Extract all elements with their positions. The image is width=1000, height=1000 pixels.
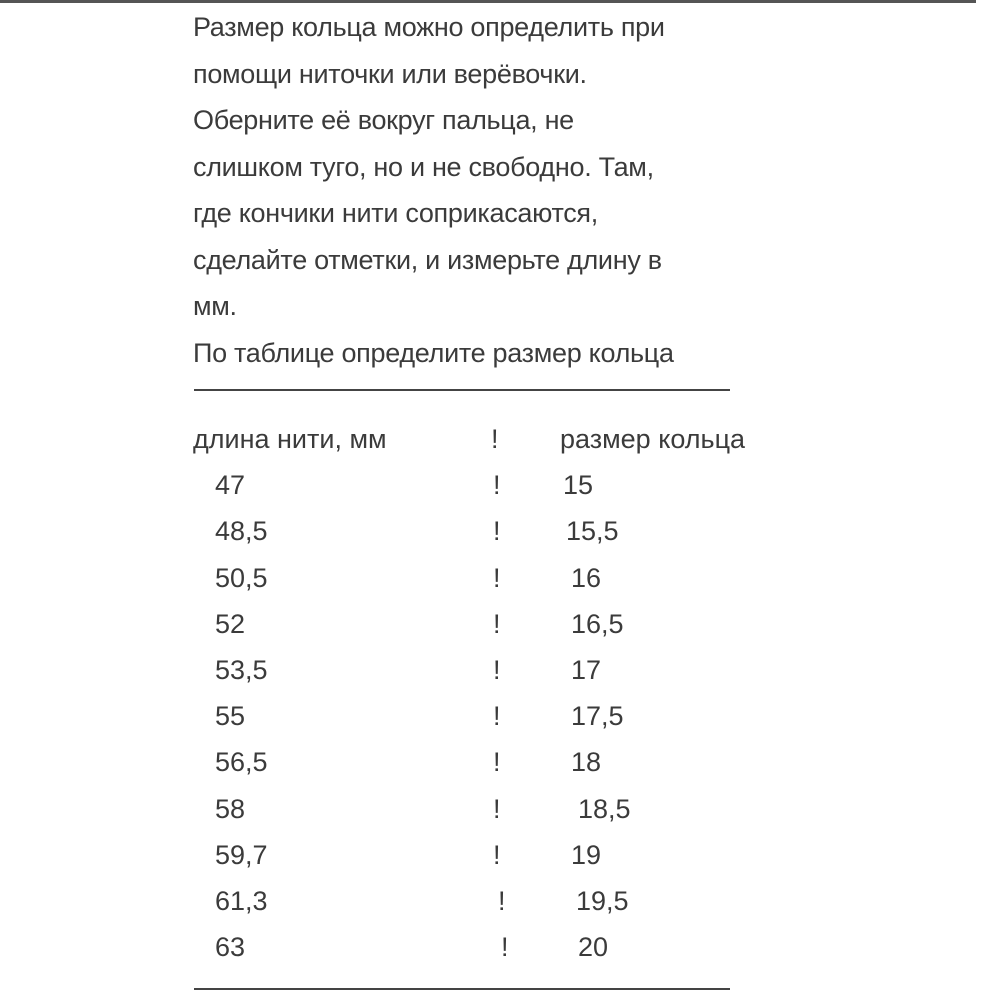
instruction-line: где кончики нити соприкасаются,: [193, 198, 598, 228]
ring-size-cell: 19,5: [576, 885, 629, 916]
ring-size-cell: 18: [571, 747, 602, 778]
ring-size-cell: 18,5: [578, 793, 631, 824]
table-bottom-rule: [194, 988, 730, 990]
instructions-text: Размер кольца можно определить при помощ…: [193, 4, 893, 376]
instruction-line: помощи ниточки или верёвочки.: [193, 58, 587, 89]
column-separator: !: [493, 516, 501, 547]
ring-size-cell: 16: [571, 562, 602, 593]
column-separator: !: [493, 562, 501, 593]
column-separator: !: [493, 793, 501, 824]
ring-size-cell: 15,5: [566, 516, 619, 547]
thread-length-cell: 61,3: [215, 885, 268, 916]
column-separator: !: [498, 885, 506, 916]
ring-size-cell: 17: [571, 654, 602, 685]
instruction-line: По таблице определите размер кольца: [193, 337, 674, 368]
top-divider: [0, 0, 976, 3]
ring-size-cell: 15: [563, 470, 594, 501]
column-separator: !: [493, 608, 501, 639]
ring-size-cell: 20: [578, 932, 609, 963]
instruction-line: мм.: [193, 291, 237, 321]
instruction-line: Оберните её вокруг пальца, не: [193, 105, 574, 135]
header-ring-size: размер кольца: [560, 424, 746, 454]
thread-length-cell: 56,5: [215, 747, 268, 778]
table-top-rule: [194, 389, 730, 391]
thread-length-cell: 48,5: [215, 516, 268, 547]
column-separator: !: [491, 424, 499, 454]
instruction-line: слишком туго, но и не свободно. Там,: [193, 151, 654, 182]
column-separator: !: [501, 932, 509, 963]
instruction-line: сделайте отметки, и измерьте длину в: [193, 244, 662, 275]
column-separator: !: [493, 747, 501, 778]
thread-length-cell: 47: [215, 470, 246, 501]
column-separator: !: [493, 470, 501, 501]
instruction-line: Размер кольца можно определить при: [193, 12, 665, 42]
column-separator: !: [493, 839, 501, 870]
ring-size-cell: 17,5: [571, 701, 624, 732]
thread-length-cell: 58: [215, 793, 246, 824]
thread-length-cell: 59,7: [215, 839, 268, 870]
thread-length-cell: 53,5: [215, 654, 268, 685]
ring-size-cell: 16,5: [571, 608, 624, 639]
ring-size-cell: 19: [571, 839, 602, 870]
column-separator: !: [493, 654, 501, 685]
thread-length-cell: 55: [215, 701, 246, 732]
thread-length-cell: 63: [215, 932, 246, 963]
column-separator: !: [493, 701, 501, 732]
thread-length-cell: 50,5: [215, 562, 268, 593]
header-thread-length: длина нити, мм: [193, 424, 387, 454]
thread-length-cell: 52: [215, 608, 246, 639]
